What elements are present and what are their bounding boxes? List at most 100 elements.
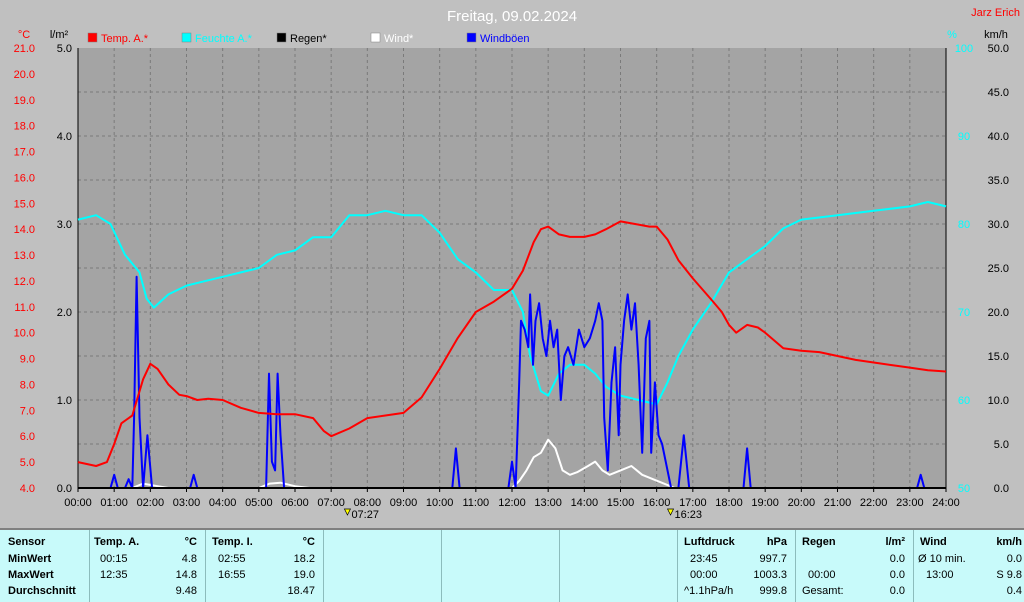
wind-max-value: S 9.8 [996, 569, 1022, 581]
x-tick-label: 05:00 [245, 497, 273, 509]
sunrise-label: 07:27 [351, 509, 379, 521]
sun-markers: 07:27 16:23 [343, 508, 703, 521]
x-tick-label: 04:00 [209, 497, 237, 509]
series-windb-en [78, 275, 946, 489]
x-tick-label: 10:00 [426, 497, 454, 509]
x-tick-label: 17:00 [679, 497, 707, 509]
x-tick-label: 06:00 [281, 497, 309, 509]
sensor-header: Sensor [8, 536, 46, 548]
legend-swatch [466, 32, 477, 43]
rain-total-value: 0.0 [889, 585, 905, 597]
temp-outdoor-column: Temp. A. °C 00:15 4.8 12:35 14.8 9.48 [90, 530, 206, 602]
x-tick-label: 18:00 [715, 497, 743, 509]
wind-avg-value: 0.4 [1006, 585, 1022, 597]
temp-tick-label: 18.0 [14, 121, 35, 133]
empty-column-2 [442, 530, 560, 602]
x-tick-label: 12:00 [498, 497, 526, 509]
series-feuchte-a [77, 201, 947, 406]
humidity-tick-label: 50 [958, 483, 970, 495]
legend-label: Temp. A.* [101, 33, 149, 45]
humidity-tick-label: 100 [955, 43, 973, 55]
temp-tick-label: 9.0 [20, 354, 35, 366]
x-tick-label: 14:00 [571, 497, 599, 509]
rain-header: Regen [802, 536, 836, 548]
x-tick-label: 11:00 [462, 497, 489, 509]
humidity-tick-label: 90 [958, 131, 970, 143]
temp-outdoor-max-value: 14.8 [175, 569, 197, 581]
temp-indoor-unit: °C [302, 536, 315, 548]
temp-indoor-min-value: 18.2 [293, 553, 315, 565]
chart-title: Freitag, 09.02.2024 [447, 8, 577, 25]
sunset-icon [666, 508, 675, 516]
data-series [77, 201, 947, 489]
temp-tick-label: 14.0 [14, 224, 35, 236]
temp-tick-label: 10.0 [14, 328, 35, 340]
wind-tick-label: 30.0 [988, 219, 1009, 231]
temp-tick-label: 12.0 [14, 276, 35, 288]
pressure-header: Luftdruck [684, 536, 735, 548]
temp-indoor-column: Temp. I. °C 02:55 18.2 16:55 19.0 18.47 [206, 530, 324, 602]
weather-chart: Freitag, 09.02.2024 Jarz Erich °C l/m² %… [13, 7, 1020, 521]
humidity-tick-label: 60 [958, 395, 970, 407]
temp-tick-label: 17.0 [14, 147, 35, 159]
rain-min-value: 0.0 [889, 553, 905, 565]
wind-header: Wind [920, 536, 947, 548]
x-tick-label: 24:00 [932, 497, 960, 509]
pressure-min-time: 23:45 [690, 553, 718, 565]
stats-table: Sensor MinWert MaxWert Durchschnitt Temp… [0, 528, 1024, 602]
x-tick-label: 01:00 [100, 497, 128, 509]
wind-unit-label: km/h [984, 29, 1008, 41]
x-tick-label: 16:00 [643, 497, 671, 509]
wind-tick-label: 50.0 [988, 43, 1009, 55]
wind-max-time: 13:00 [926, 569, 954, 581]
sunrise-icon [343, 508, 352, 516]
x-tick-label: 02:00 [137, 497, 165, 509]
temp-indoor-max-time: 16:55 [218, 569, 246, 581]
temp-tick-label: 11.0 [14, 302, 35, 314]
rain-unit-label: l/m² [50, 29, 69, 41]
temp-tick-label: 13.0 [14, 250, 35, 262]
legend-label: Feuchte A.* [195, 33, 253, 45]
x-tick-label: 15:00 [607, 497, 635, 509]
legend-label: Regen* [290, 33, 327, 45]
pressure-max-time: 00:00 [690, 569, 718, 581]
row-label-avg: Durchschnitt [8, 585, 76, 597]
series-temp-a [77, 220, 947, 467]
temp-indoor-header: Temp. I. [212, 536, 253, 548]
legend-swatch [87, 32, 98, 43]
temp-indoor-avg-value: 18.47 [287, 585, 315, 597]
rain-tick-label: 1.0 [57, 395, 72, 407]
row-label-max: MaxWert [8, 569, 54, 581]
temp-tick-label: 6.0 [20, 431, 35, 443]
wind-tick-label: 5.0 [994, 439, 1009, 451]
x-tick-label: 09:00 [390, 497, 418, 509]
temp-outdoor-min-value: 4.8 [181, 553, 197, 565]
sunset-label: 16:23 [675, 509, 703, 521]
wind-avg10-label: Ø 10 min. [918, 553, 966, 565]
rain-unit: l/m² [885, 536, 905, 548]
wind-tick-label: 35.0 [988, 175, 1009, 187]
wind-tick-label: 15.0 [988, 351, 1009, 363]
rain-tick-label: 4.0 [57, 131, 72, 143]
temp-outdoor-min-time: 00:15 [100, 553, 128, 565]
pressure-max-value: 1003.3 [753, 569, 787, 581]
credit-label: Jarz Erich [971, 7, 1020, 19]
rain-tick-label: 3.0 [57, 219, 72, 231]
wind-tick-label: 0.0 [994, 483, 1009, 495]
rain-column: Regen l/m² 0.0 00:00 0.0 Gesamt: 0.0 [796, 530, 914, 602]
chart-legend: Temp. A.* Feuchte A.* Regen* Wind* Windböen [87, 32, 530, 45]
x-tick-label: 07:00 [317, 497, 345, 509]
x-tick-label: 22:00 [860, 497, 888, 509]
wind-tick-label: 10.0 [988, 395, 1009, 407]
x-tick-label: 23:00 [896, 497, 924, 509]
rain-tick-label: 5.0 [57, 43, 72, 55]
empty-column-1 [324, 530, 442, 602]
rain-total-label: Gesamt: [802, 585, 844, 597]
rain-max-time: 00:00 [808, 569, 836, 581]
temp-tick-label: 8.0 [20, 379, 35, 391]
wind-column: Wind km/h Ø 10 min. 0.0 13:00 S 9.8 0.4 [914, 530, 1024, 602]
temp-unit-label: °C [18, 29, 30, 41]
sensor-column: Sensor MinWert MaxWert Durchschnitt [0, 530, 90, 602]
wind-tick-label: 45.0 [988, 87, 1009, 99]
temp-tick-label: 7.0 [20, 405, 35, 417]
